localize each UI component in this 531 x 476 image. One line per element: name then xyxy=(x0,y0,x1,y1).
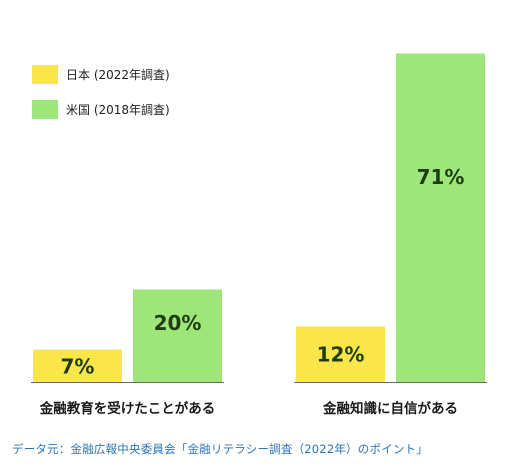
data-source-note: データ元：金融広報中央委員会「金融リテラシー調査（2022年）のポイント」 xyxy=(12,442,428,456)
legend-swatch-japan xyxy=(32,64,58,84)
category-labels-group: 金融教育を受けたことがある 金融知識に自信がある xyxy=(39,400,458,417)
bar-us-1 xyxy=(396,53,485,383)
legend: 日本 (2022年調査) 米国 (2018年調査) xyxy=(32,64,170,134)
value-label-japan-1: 12% xyxy=(317,343,365,367)
bars-group xyxy=(33,53,485,383)
legend-item-japan: 日本 (2022年調査) xyxy=(32,64,170,84)
bar-us-0 xyxy=(133,289,222,382)
category-label-0: 金融教育を受けたことがある xyxy=(39,400,216,417)
legend-swatch-us xyxy=(32,99,58,119)
legend-label-japan: 日本 (2022年調査) xyxy=(66,67,170,82)
value-label-us-1: 71% xyxy=(417,165,465,189)
value-labels-group: 7% 20% 12% 71% xyxy=(61,165,465,378)
bar-japan-0 xyxy=(33,349,122,382)
value-label-us-0: 20% xyxy=(154,311,202,335)
category-label-1: 金融知識に自信がある xyxy=(322,400,458,417)
legend-item-us: 米国 (2018年調査) xyxy=(32,99,170,119)
legend-label-us: 米国 (2018年調査) xyxy=(66,102,170,117)
value-label-japan-0: 7% xyxy=(61,354,95,378)
bar-japan-1 xyxy=(296,326,385,382)
